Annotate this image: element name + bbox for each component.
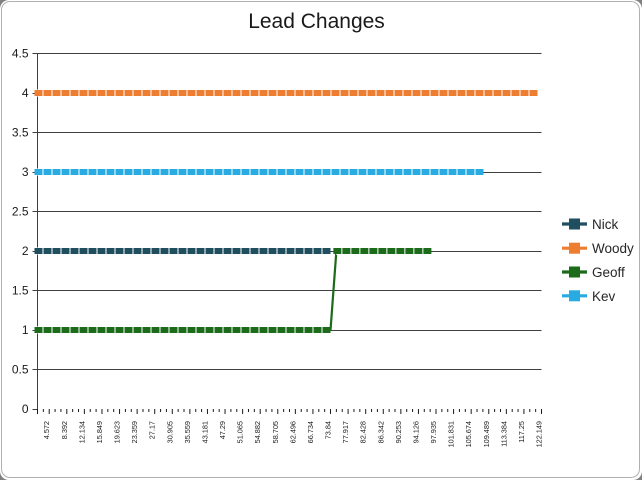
svg-text:1: 1 — [22, 323, 29, 337]
svg-text:122.149: 122.149 — [535, 421, 544, 447]
svg-text:117.25: 117.25 — [517, 421, 526, 443]
svg-text:30.905: 30.905 — [165, 421, 174, 443]
svg-text:8.392: 8.392 — [60, 421, 69, 439]
svg-text:3.5: 3.5 — [12, 126, 29, 140]
svg-text:47.29: 47.29 — [218, 421, 227, 439]
svg-text:82.428: 82.428 — [359, 421, 368, 443]
svg-text:2: 2 — [22, 244, 29, 258]
svg-text:3: 3 — [22, 165, 29, 179]
svg-text:Nick: Nick — [592, 217, 618, 232]
svg-text:19.623: 19.623 — [113, 421, 122, 443]
svg-text:90.253: 90.253 — [394, 421, 403, 443]
svg-text:66.734: 66.734 — [306, 421, 315, 443]
svg-text:58.705: 58.705 — [271, 421, 280, 443]
svg-text:105.674: 105.674 — [464, 421, 473, 447]
svg-text:0: 0 — [22, 402, 29, 416]
svg-text:15.849: 15.849 — [95, 421, 104, 443]
svg-text:4.5: 4.5 — [12, 47, 29, 61]
svg-text:Geoff: Geoff — [592, 265, 625, 280]
svg-text:51.065: 51.065 — [236, 421, 245, 443]
svg-text:0.5: 0.5 — [12, 363, 29, 377]
svg-text:27.17: 27.17 — [148, 421, 157, 439]
svg-text:113.384: 113.384 — [499, 421, 508, 447]
svg-text:43.181: 43.181 — [200, 421, 209, 443]
svg-text:94.126: 94.126 — [411, 421, 420, 443]
svg-text:2.5: 2.5 — [12, 205, 29, 219]
svg-text:1.5: 1.5 — [12, 284, 29, 298]
svg-text:35.559: 35.559 — [183, 421, 192, 443]
svg-text:86.342: 86.342 — [376, 421, 385, 443]
svg-text:4: 4 — [22, 86, 29, 100]
svg-text:73.84: 73.84 — [324, 421, 333, 439]
svg-text:109.489: 109.489 — [482, 421, 491, 447]
svg-text:62.496: 62.496 — [288, 421, 297, 443]
svg-text:12.134: 12.134 — [77, 421, 86, 443]
svg-text:Woody: Woody — [592, 241, 634, 256]
svg-text:101.831: 101.831 — [447, 421, 456, 447]
svg-text:97.935: 97.935 — [429, 421, 438, 443]
svg-text:77.917: 77.917 — [341, 421, 350, 443]
svg-text:23.359: 23.359 — [130, 421, 139, 443]
svg-text:Kev: Kev — [592, 289, 616, 304]
svg-text:4.572: 4.572 — [42, 421, 51, 439]
svg-text:54.882: 54.882 — [253, 421, 262, 443]
